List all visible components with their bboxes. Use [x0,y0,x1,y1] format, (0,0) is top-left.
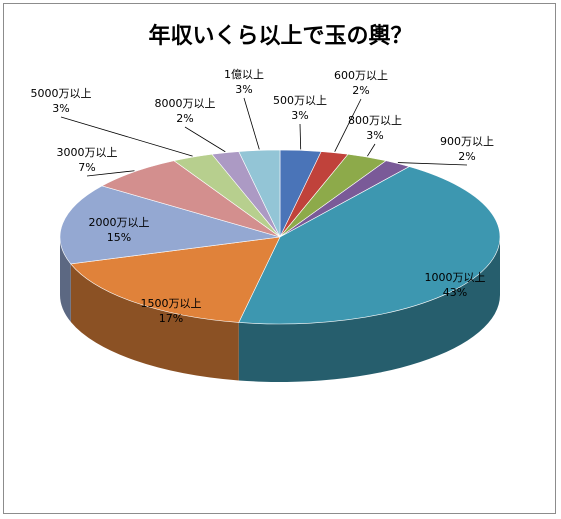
pie-slice-10 [238,149,281,238]
leader-line-2 [367,143,376,157]
pie-side-6 [60,237,71,322]
slice-percent-8: 3% [52,102,69,115]
slice-label-0: 500万以上 [273,94,327,107]
slice-percent-2: 3% [366,129,383,142]
slice-label-9: 8000万以上 [155,97,216,110]
slice-percent-0: 3% [291,109,308,122]
slice-label-8: 5000万以上 [31,87,92,100]
slice-percent-3: 2% [458,150,475,163]
pie-slice-5 [70,236,281,323]
slice-percent-1: 2% [352,84,369,97]
slice-label-3: 900万以上 [440,135,494,148]
leader-line-10 [243,97,260,150]
slice-percent-9: 2% [176,112,193,125]
slice-label-10: 1億以上 [224,68,264,81]
pie-side-5 [70,263,239,381]
slice-percent-10: 3% [235,83,252,96]
pie-side-4 [238,237,500,382]
slice-percent-4: 43% [443,286,467,299]
pie-slice-4 [238,166,501,325]
leader-line-0 [299,123,302,150]
slice-label-5: 1500万以上 [141,297,202,310]
pie-slice-6 [59,185,281,265]
slice-label-2: 800万以上 [348,114,402,127]
slice-percent-6: 15% [107,231,131,244]
leader-line-8 [60,116,193,157]
leader-line-1 [334,98,362,152]
slice-percent-7: 7% [78,161,95,174]
leader-line-3 [397,162,468,166]
slice-label-1: 600万以上 [334,69,388,82]
slice-label-6: 2000万以上 [89,216,150,229]
leader-line-7 [86,170,135,177]
chart-title: 年収いくら以上で玉の輿？ [148,24,413,49]
slice-label-4: 1000万以上 [425,271,486,284]
slice-label-7: 3000万以上 [57,146,118,159]
leader-line-9 [184,126,226,153]
slice-percent-5: 17% [159,312,183,325]
